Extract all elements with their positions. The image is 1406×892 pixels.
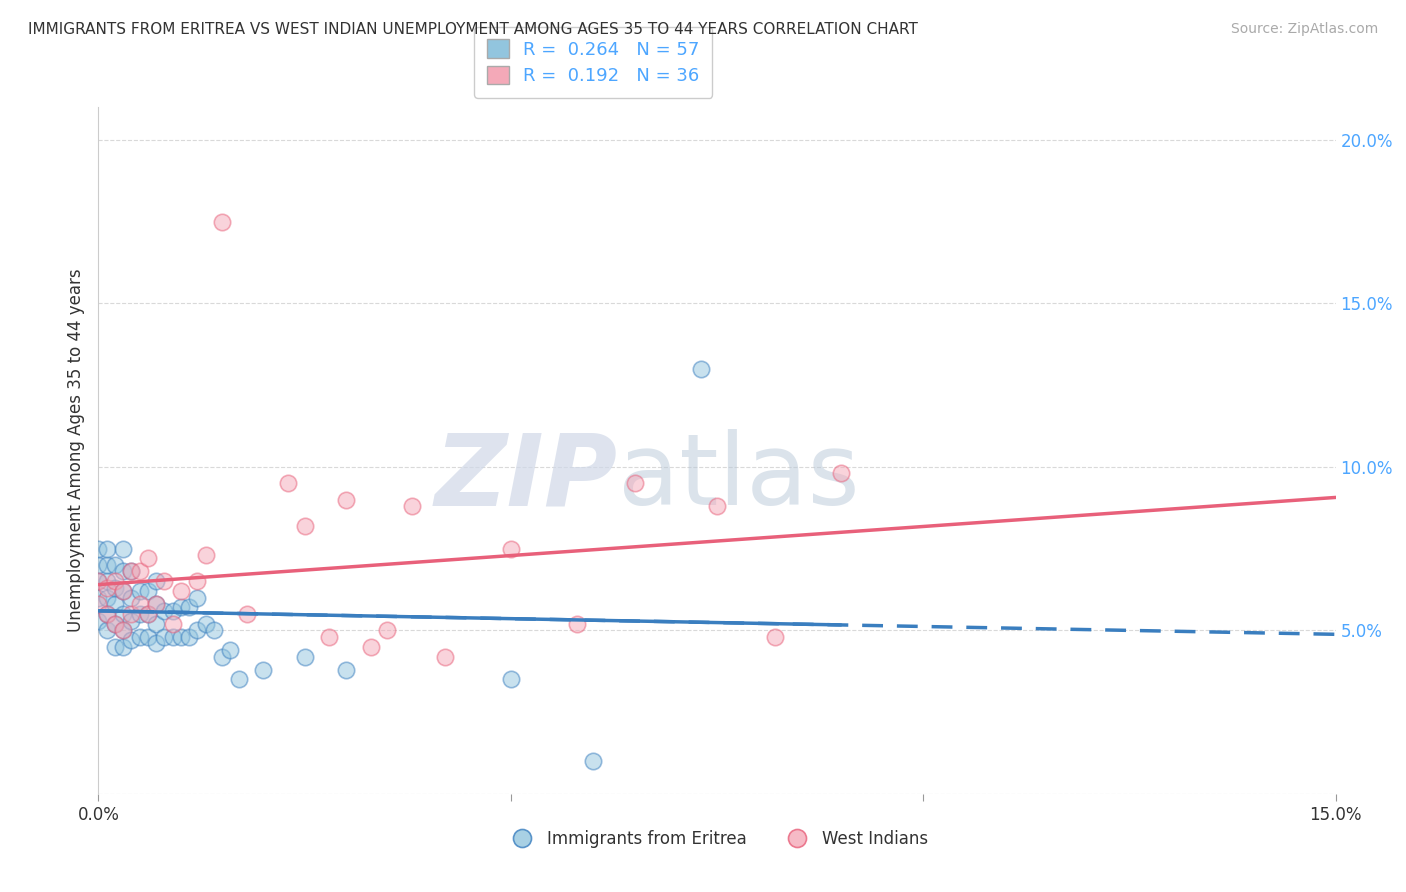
Point: [194, 548, 217, 562]
Point: [104, 640, 127, 654]
Point: [219, 643, 242, 657]
Point: [87, 541, 110, 556]
Point: [706, 499, 728, 513]
Point: [335, 492, 357, 507]
Point: [186, 624, 208, 638]
Point: [294, 518, 316, 533]
Text: atlas: atlas: [619, 429, 859, 526]
Point: [120, 607, 142, 621]
Point: [179, 630, 201, 644]
Point: [96, 541, 118, 556]
Point: [96, 558, 118, 572]
Point: [128, 630, 150, 644]
Point: [96, 607, 118, 621]
Point: [194, 616, 217, 631]
Point: [112, 624, 135, 638]
Point: [87, 558, 110, 572]
Point: [136, 607, 159, 621]
Point: [136, 551, 159, 566]
Point: [228, 673, 250, 687]
Point: [202, 624, 225, 638]
Point: [294, 649, 316, 664]
Point: [582, 754, 605, 768]
Point: [145, 616, 167, 631]
Point: [96, 581, 118, 595]
Point: [120, 614, 142, 628]
Point: [318, 630, 340, 644]
Point: [112, 624, 135, 638]
Point: [120, 565, 142, 579]
Point: [87, 574, 110, 589]
Point: [162, 616, 184, 631]
Point: [112, 584, 135, 599]
Point: [145, 597, 167, 611]
Point: [211, 214, 233, 228]
Point: [252, 663, 274, 677]
Point: [179, 600, 201, 615]
Point: [401, 499, 423, 513]
Point: [153, 574, 176, 589]
Point: [499, 673, 522, 687]
Point: [87, 597, 110, 611]
Point: [128, 597, 150, 611]
Point: [499, 541, 522, 556]
Legend: Immigrants from Eritrea, West Indians: Immigrants from Eritrea, West Indians: [499, 823, 935, 855]
Point: [120, 565, 142, 579]
Point: [360, 640, 382, 654]
Point: [236, 607, 259, 621]
Point: [112, 565, 135, 579]
Point: [145, 636, 167, 650]
Point: [565, 616, 588, 631]
Point: [120, 591, 142, 605]
Point: [689, 361, 711, 376]
Point: [153, 630, 176, 644]
Point: [96, 607, 118, 621]
Text: Source: ZipAtlas.com: Source: ZipAtlas.com: [1230, 22, 1378, 37]
Point: [112, 640, 135, 654]
Point: [136, 584, 159, 599]
Point: [112, 607, 135, 621]
Point: [96, 591, 118, 605]
Text: IMMIGRANTS FROM ERITREA VS WEST INDIAN UNEMPLOYMENT AMONG AGES 35 TO 44 YEARS CO: IMMIGRANTS FROM ERITREA VS WEST INDIAN U…: [28, 22, 918, 37]
Point: [104, 574, 127, 589]
Point: [830, 467, 852, 481]
Y-axis label: Unemployment Among Ages 35 to 44 years: Unemployment Among Ages 35 to 44 years: [66, 268, 84, 632]
Point: [104, 616, 127, 631]
Point: [104, 597, 127, 611]
Text: ZIP: ZIP: [434, 429, 619, 526]
Point: [145, 597, 167, 611]
Point: [120, 633, 142, 648]
Point: [623, 476, 645, 491]
Point: [104, 616, 127, 631]
Point: [162, 604, 184, 618]
Point: [335, 663, 357, 677]
Point: [170, 600, 193, 615]
Point: [170, 584, 193, 599]
Point: [186, 574, 208, 589]
Point: [128, 607, 150, 621]
Point: [145, 574, 167, 589]
Point: [112, 584, 135, 599]
Point: [96, 624, 118, 638]
Point: [136, 607, 159, 621]
Point: [136, 630, 159, 644]
Point: [87, 574, 110, 589]
Point: [104, 558, 127, 572]
Point: [112, 541, 135, 556]
Point: [87, 614, 110, 628]
Point: [104, 581, 127, 595]
Point: [153, 604, 176, 618]
Point: [96, 574, 118, 589]
Point: [433, 649, 456, 664]
Point: [277, 476, 299, 491]
Point: [170, 630, 193, 644]
Point: [375, 624, 398, 638]
Point: [128, 565, 150, 579]
Point: [186, 591, 208, 605]
Point: [128, 584, 150, 599]
Point: [763, 630, 786, 644]
Point: [211, 649, 233, 664]
Point: [162, 630, 184, 644]
Point: [87, 591, 110, 605]
